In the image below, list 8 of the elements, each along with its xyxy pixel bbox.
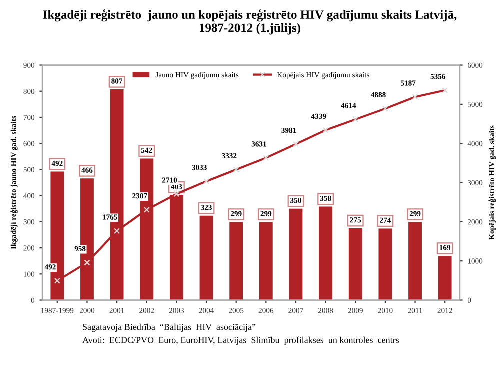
- bar: [259, 222, 273, 300]
- bar: [378, 228, 392, 300]
- bar: [230, 222, 244, 300]
- chart-title: Ikgadēji reģistrēto jauno un kopējais reģistrēto HIV gadījumu skaits Latvijā, 1987-2012 (1.jūlijs): [43, 9, 457, 35]
- text: Sagatavoja Biedrība “Baltijas HIV asociācija”: [83, 324, 256, 332]
- bar: [408, 222, 422, 300]
- text: Avoti: ECDC/PVO Euro, EuroHIV, Latvijas Slimību profilakses un kontroles centrs: [82, 336, 400, 346]
- bar: [438, 256, 452, 300]
